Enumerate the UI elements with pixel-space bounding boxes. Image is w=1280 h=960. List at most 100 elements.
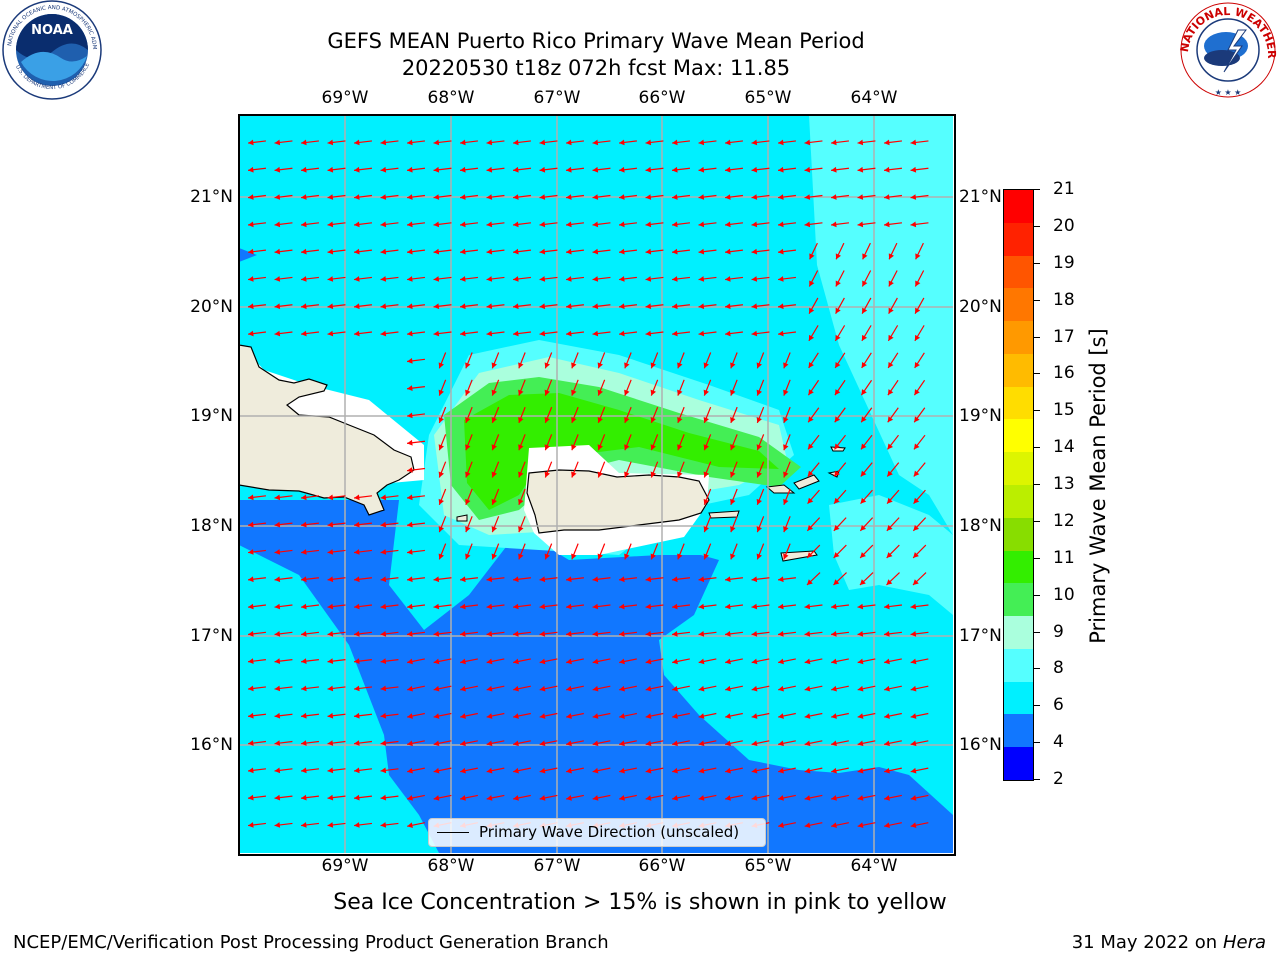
wave-direction-arrowhead [910,603,917,610]
colorbar-segment [1004,550,1033,584]
wave-direction-arrowhead [619,767,625,774]
wave-direction-arrowhead [486,139,493,146]
wave-direction-arrowhead [624,416,630,423]
wave-direction-arrowhead [698,795,705,801]
wave-direction-arrowhead [804,194,811,200]
legend-label: Primary Wave Direction (unscaled) [479,823,740,841]
wave-direction-arrowhead [730,416,736,423]
island [765,484,796,494]
wave-direction-arrowhead [407,439,413,446]
wave-direction-arrowhead [619,330,625,337]
wave-direction-arrowhead [539,221,546,228]
wave-direction-arrowhead [539,658,546,665]
lon-label-bottom: 66°W [638,856,686,876]
wave-direction-arrowhead [465,389,471,396]
wave-direction-arrowhead [914,416,920,423]
wave-direction-arrowhead [460,194,466,200]
wave-direction-arrowhead [274,166,281,173]
lon-label-bottom: 68°W [427,856,475,876]
wave-direction-arrowhead [274,630,281,637]
wave-direction-arrowhead [592,248,599,255]
wave-direction-arrowhead [835,280,841,287]
wave-direction-arrowhead [571,416,577,423]
wave-direction-arrowhead [248,276,254,282]
wave-direction-arrowhead [248,685,254,692]
wave-direction-arrowhead [407,767,413,774]
colorbar-segment [1004,288,1033,322]
wave-direction-arrowhead [645,603,652,610]
wave-direction-arrowhead [433,740,440,747]
period-11-12-region [464,393,779,510]
wave-direction-arrowhead [433,630,440,637]
wave-direction-arrowhead [698,740,705,747]
wave-direction-arrowhead [327,767,334,774]
wave-direction-arrowhead [624,444,630,451]
colorbar-tick-mark [1033,189,1040,190]
wave-direction-arrowhead [756,389,762,396]
wave-direction-arrowhead [433,248,440,255]
wave-direction-arrowhead [677,471,683,478]
map-area[interactable] [239,115,953,853]
wave-direction-arrowhead [725,166,731,173]
wave-direction-arrowhead [861,416,867,423]
wave-direction-arrowhead [783,362,789,369]
wave-direction-arrowhead [756,553,762,560]
wave-direction-arrowhead [804,795,811,801]
wave-direction-arrowhead [407,576,413,583]
wave-direction-arrowhead [597,553,603,560]
wave-direction-arrowhead [433,576,440,583]
wave-direction-arrowhead [645,194,652,200]
wave-direction-arrowhead [539,630,546,637]
wave-direction-arrowhead [354,740,360,746]
wave-direction-arrowhead [835,361,841,368]
wave-direction-arrowhead [778,740,784,747]
wave-direction-arrowhead [619,276,625,282]
wave-direction-arrowhead [571,444,577,451]
wave-direction-arrowhead [884,713,890,719]
lat-label-right: 20°N [959,297,1002,317]
wave-direction-arrowhead [861,389,867,396]
wave-direction-arrowhead [860,443,867,450]
colorbar-tick-mark [1033,225,1040,227]
wave-direction-arrowhead [380,794,387,801]
island [780,550,818,562]
wave-direction-arrowhead [407,822,413,829]
wave-direction-arrowhead [862,280,868,287]
wave-direction-arrowhead [672,221,678,228]
colorbar-segment [1004,583,1033,617]
wave-direction-arrowhead [887,389,894,396]
colorbar-segment [1004,517,1033,552]
wave-direction-arrowhead [566,630,572,637]
wave-direction-arrowhead [804,713,811,719]
wave-direction-arrowhead [887,416,894,423]
colorbar-tick-label: 20 [1053,215,1075,236]
colorbar-segment [1004,452,1033,486]
wave-direction-arrowhead [465,498,471,505]
wave-direction-arrowhead [460,303,466,310]
wave-direction-arrowhead [592,276,599,282]
wave-direction-arrowhead [672,166,678,173]
wave-direction-arrowhead [544,553,550,560]
wave-direction-arrowhead [619,139,625,146]
wave-direction-arrowhead [751,767,758,774]
wave-direction-arrowhead [486,767,493,774]
wave-direction-arrowhead [566,303,572,310]
wave-direction-arrowhead [884,767,890,774]
wave-direction-arrowhead [354,330,360,337]
wave-direction-arrowhead [751,166,758,173]
wave-direction-arrowhead [460,713,466,719]
wave-direction-arrowhead [491,553,497,560]
wave-direction-arrowhead [804,603,811,610]
wave-direction-arrowhead [645,221,652,228]
colorbar-tick-label: 6 [1053,695,1064,716]
wave-direction-arrowhead [645,767,652,774]
wave-direction-arrowhead [887,443,893,450]
wave-direction-arrowhead [248,712,254,719]
wave-direction-arrowhead [910,658,917,665]
wave-direction-arrowhead [513,330,519,337]
wave-direction-arrowhead [539,713,546,719]
wave-direction-arrowhead [619,685,625,692]
lat-label-left: 20°N [190,297,233,317]
wave-direction-arrowhead [380,712,387,719]
wave-direction-arrowhead [698,603,705,610]
